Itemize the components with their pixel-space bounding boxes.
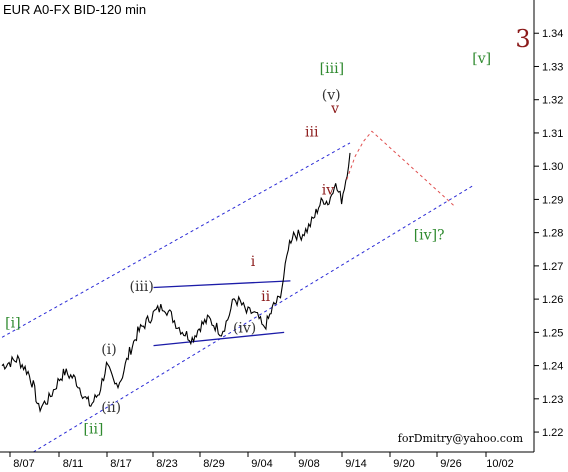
x-tick-label: 8/07: [13, 458, 34, 470]
x-tick-label: 8/11: [63, 458, 84, 470]
y-tick-label: 1.22: [542, 427, 563, 439]
y-tick-label: 1.31: [542, 128, 563, 140]
channel-lower-line: [33, 185, 473, 453]
y-tick-label: 1.32: [542, 95, 563, 107]
wave-label: (iv): [233, 320, 256, 336]
wave-label: [ii]: [84, 422, 104, 438]
wave-label: (v): [322, 88, 341, 104]
y-tick-label: 1.30: [542, 161, 563, 173]
y-tick-label: 1.23: [542, 394, 563, 406]
y-tick-label: 1.33: [542, 61, 563, 73]
x-tick-label: 9/20: [393, 458, 414, 470]
wave-degree-marker: 3: [515, 25, 530, 53]
wave-label: (i): [101, 342, 116, 358]
wave-label: [iii]: [320, 61, 344, 77]
x-tick-label: 8/29: [203, 458, 224, 470]
y-tick-label: 1.27: [542, 261, 563, 273]
x-tick-label: 8/23: [156, 458, 177, 470]
wave-label: [i]: [5, 315, 20, 331]
triangle-lower-line: [153, 331, 285, 347]
triangle-upper-line: [153, 280, 291, 289]
x-tick-label: 9/26: [440, 458, 461, 470]
x-tick-label: 8/17: [110, 458, 131, 470]
x-tick-label: 9/04: [251, 458, 272, 470]
y-tick-label: 1.29: [542, 194, 563, 206]
chart-title: EUR A0-FX BID-120 min: [3, 2, 146, 17]
wave-label: iv: [322, 182, 334, 198]
wave-label: iii: [305, 124, 319, 140]
wave-label: [iv]?: [414, 227, 445, 243]
y-tick-label: 1.26: [542, 294, 563, 306]
price-line: [1, 152, 351, 414]
forecast-path: [346, 130, 455, 207]
wave-label: [v]: [472, 51, 491, 67]
plot-area: [i][ii](i)(ii)(iii)(iv)iiiiiiivv(v)[iii]…: [0, 51, 491, 453]
y-tick-label: 1.25: [542, 327, 563, 339]
watermark: forDmitry@yahoo.com: [398, 432, 524, 445]
x-tick-label: 9/14: [345, 458, 366, 470]
wave-label: v: [330, 101, 339, 117]
wave-label: (iii): [129, 279, 153, 295]
x-tick-label: 9/08: [298, 458, 319, 470]
wave-label: i: [251, 254, 256, 270]
wave-label: (ii): [101, 400, 121, 416]
channel-upper-line: [0, 142, 351, 339]
y-tick-label: 1.34: [542, 28, 563, 40]
y-tick-label: 1.24: [542, 361, 563, 373]
y-tick-label: 1.28: [542, 228, 563, 240]
x-tick-label: 10/02: [486, 458, 514, 470]
wave-label: ii: [261, 289, 270, 305]
